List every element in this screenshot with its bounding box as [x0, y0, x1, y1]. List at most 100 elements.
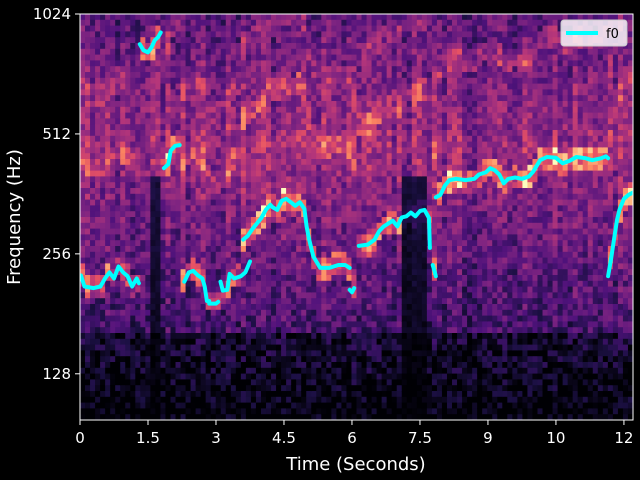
heatmap-cell: [291, 257, 297, 264]
heatmap-cell: [336, 199, 343, 206]
heatmap-cell: [326, 350, 332, 357]
heatmap-cell: [175, 234, 182, 241]
heatmap-cell: [406, 292, 413, 299]
heatmap-cell: [235, 188, 242, 195]
heatmap-cell: [225, 211, 232, 218]
heatmap-cell: [225, 350, 232, 357]
heatmap-cell: [150, 188, 157, 195]
heatmap-cell: [336, 385, 343, 392]
heatmap-cell: [281, 275, 287, 282]
heatmap-cell: [140, 269, 146, 276]
heatmap-cell: [301, 286, 307, 293]
heatmap-cell: [381, 367, 388, 375]
heatmap-cell: [240, 240, 247, 247]
heatmap-cell: [145, 257, 151, 264]
heatmap-cell: [381, 396, 388, 404]
heatmap-cell: [356, 66, 363, 73]
heatmap-cell: [426, 14, 433, 21]
heatmap-cell: [95, 182, 101, 189]
heatmap-cell: [90, 112, 96, 119]
heatmap-cell: [361, 182, 368, 189]
heatmap-cell: [215, 130, 222, 137]
heatmap-cell: [170, 106, 177, 114]
heatmap-cell: [135, 234, 141, 241]
heatmap-cell: [431, 373, 438, 380]
heatmap-cell: [155, 396, 162, 404]
heatmap-cell: [361, 141, 368, 148]
heatmap-cell: [276, 101, 282, 108]
heatmap-cell: [150, 367, 157, 375]
heatmap-cell: [220, 367, 227, 375]
heatmap-cell: [220, 37, 227, 44]
heatmap-cell: [260, 106, 267, 114]
heatmap-cell: [356, 182, 363, 189]
heatmap-cell: [95, 147, 101, 154]
heatmap-cell: [291, 356, 297, 363]
heatmap-cell: [155, 315, 162, 322]
heatmap-cell: [271, 356, 277, 363]
heatmap-cell: [331, 327, 337, 334]
heatmap-cell: [125, 19, 131, 27]
heatmap-cell: [426, 269, 433, 276]
heatmap-cell: [115, 240, 121, 247]
heatmap-cell: [210, 170, 217, 177]
heatmap-cell: [255, 60, 262, 67]
heatmap-cell: [100, 112, 106, 119]
heatmap-cell: [135, 193, 141, 201]
heatmap-cell: [316, 391, 322, 398]
heatmap-cell: [245, 95, 252, 102]
heatmap-cell: [366, 182, 373, 189]
heatmap-cell: [351, 182, 358, 189]
heatmap-cell: [366, 95, 373, 102]
heatmap-cell: [296, 95, 302, 102]
heatmap-cell: [115, 367, 121, 375]
heatmap-cell: [105, 112, 111, 119]
heatmap-cell: [215, 292, 222, 299]
heatmap-cell: [321, 338, 327, 346]
heatmap-cell: [195, 362, 202, 369]
heatmap-cell: [80, 298, 86, 305]
heatmap-cell: [85, 193, 91, 201]
heatmap-cell: [185, 54, 192, 61]
heatmap-cell: [150, 54, 157, 61]
heatmap-cell: [205, 211, 212, 218]
heatmap-cell: [260, 344, 267, 351]
heatmap-cell: [396, 37, 403, 44]
heatmap-cell: [406, 89, 413, 96]
heatmap-cell: [90, 414, 96, 420]
heatmap-cell: [180, 176, 187, 183]
heatmap-cell: [230, 379, 237, 386]
heatmap-cell: [160, 176, 167, 183]
heatmap-cell: [240, 408, 247, 415]
heatmap-cell: [235, 263, 242, 270]
heatmap-cell: [170, 396, 177, 404]
heatmap-cell: [336, 327, 343, 334]
heatmap-cell: [160, 31, 167, 38]
heatmap-cell: [356, 147, 363, 154]
heatmap-cell: [100, 199, 106, 206]
heatmap-cell: [301, 309, 307, 317]
heatmap-cell: [85, 153, 91, 160]
heatmap-cell: [260, 25, 267, 32]
heatmap-cell: [426, 83, 433, 90]
heatmap-cell: [356, 391, 363, 398]
heatmap-cell: [255, 280, 262, 288]
heatmap-cell: [356, 327, 363, 334]
heatmap-cell: [391, 321, 398, 328]
heatmap-cell: [110, 188, 116, 195]
heatmap-cell: [155, 95, 162, 102]
heatmap-cell: [105, 344, 111, 351]
heatmap-cell: [185, 101, 192, 108]
heatmap-cell: [170, 124, 177, 131]
heatmap-cell: [431, 275, 438, 282]
heatmap-cell: [95, 176, 101, 183]
heatmap-cell: [200, 257, 207, 264]
heatmap-cell: [140, 124, 146, 131]
heatmap-cell: [406, 367, 413, 375]
heatmap-cell: [210, 193, 217, 201]
heatmap-cell: [361, 14, 368, 21]
heatmap-cell: [271, 31, 277, 38]
heatmap-cell: [240, 182, 247, 189]
heatmap-cell: [190, 321, 197, 328]
heatmap-cell: [165, 367, 172, 375]
